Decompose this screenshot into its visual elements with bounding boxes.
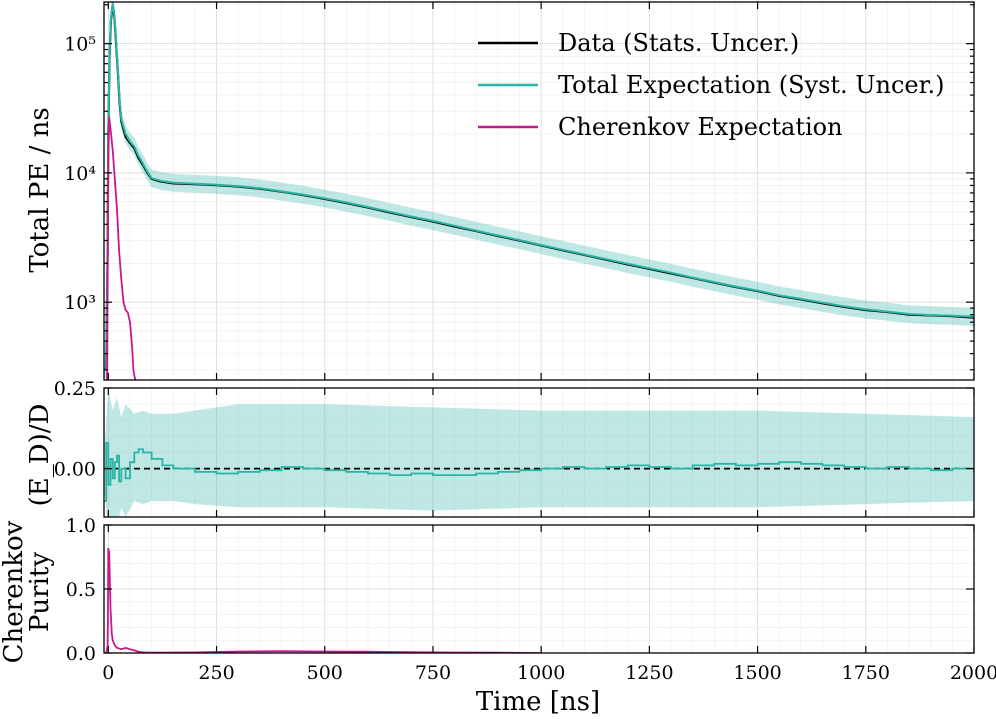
total-expectation-line <box>104 2 974 371</box>
cherenkov-purity-line <box>105 547 542 653</box>
x-tick-label: 750 <box>415 662 451 684</box>
legend-label: Cherenkov Expectation <box>558 113 843 141</box>
x-tick-label: 250 <box>198 662 234 684</box>
axis-ticks: 0 250 500 750 1000 1250 1500 1750 2000 10³ 10⁴ 10⁵ 0… <box>54 2 996 684</box>
top-y-tick-label: 10⁴ <box>64 163 96 185</box>
x-tick-label: 1750 <box>842 662 890 684</box>
x-axis-label: Time [ns] <box>476 687 600 717</box>
legend: Data (Stats. Uncer.) Total Expectation (S… <box>478 29 944 141</box>
cherenkov-expectation-line <box>106 116 137 380</box>
bottom-y-tick-label: 1.0 <box>66 515 96 537</box>
legend-label: Total Expectation (Syst. Uncer.) <box>558 71 944 99</box>
middle-y-tick-label: 0.25 <box>54 378 96 400</box>
top-panel-series <box>104 2 974 380</box>
top-y-tick-label: 10³ <box>64 292 96 314</box>
panel-frames <box>103 1 975 654</box>
residual-band <box>104 388 974 517</box>
bottom-y-axis-label-line1: Cherenkov <box>0 520 29 663</box>
x-tick-label: 1250 <box>625 662 673 684</box>
middle-panel-series <box>104 441 974 502</box>
x-tick-label: 1000 <box>517 662 565 684</box>
bottom-y-tick-label: 0.0 <box>66 643 96 665</box>
legend-label: Data (Stats. Uncer.) <box>558 29 799 57</box>
bottom-y-tick-label: 0.5 <box>66 579 96 601</box>
x-tick-label: 500 <box>307 662 343 684</box>
top-y-tick-label: 10⁵ <box>64 34 96 56</box>
top-y-axis-label: Total PE / ns <box>25 107 55 272</box>
x-tick-label: 1500 <box>733 662 781 684</box>
x-tick-label: 0 <box>102 662 114 684</box>
top-panel-grid <box>104 2 975 380</box>
bottom-panel-grid <box>104 524 975 654</box>
residual-line <box>104 441 974 502</box>
syst-uncertainty-band <box>104 2 974 379</box>
bottom-panel-series <box>105 547 542 653</box>
middle-y-tick-label: 0.00 <box>54 459 96 481</box>
middle-panel-frame <box>103 387 975 518</box>
x-tick-label: 2000 <box>950 662 996 684</box>
middle-y-axis-label: (E_D)/D <box>25 404 55 507</box>
residual-uncertainty-band <box>104 388 974 517</box>
top-panel-frame <box>103 1 975 381</box>
total-expectation-band <box>104 2 974 379</box>
bottom-y-axis-label-line2: Purity <box>25 552 55 632</box>
